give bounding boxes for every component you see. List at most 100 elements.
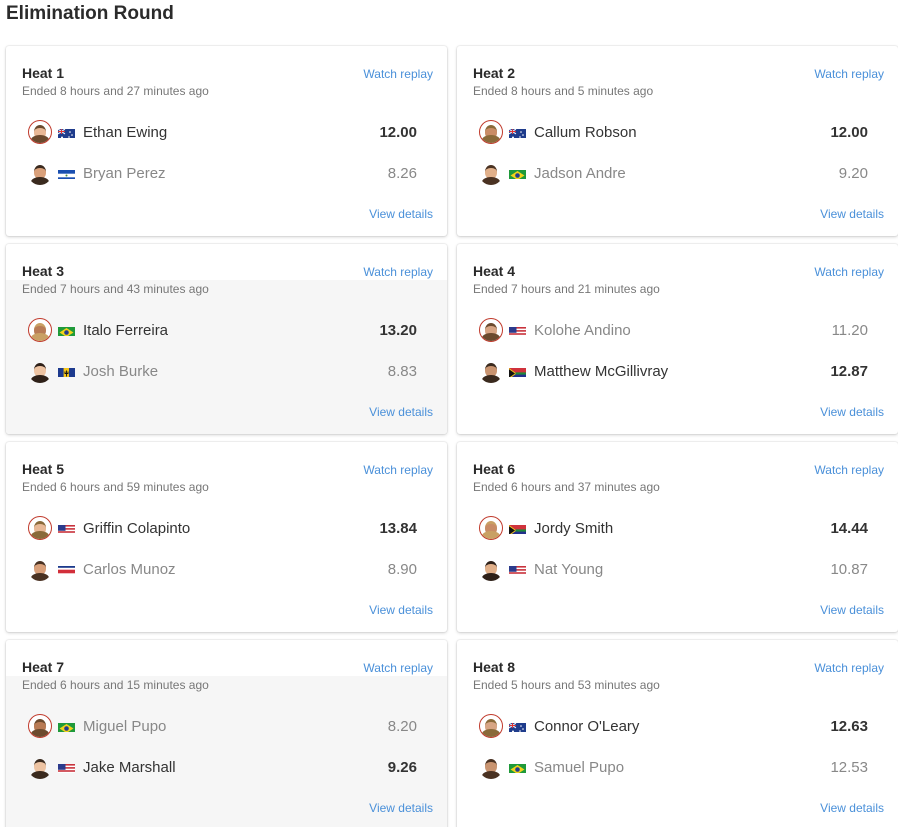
heat-ended-time: Ended 8 hours and 27 minutes ago	[22, 84, 209, 98]
costa-rica-flag	[58, 564, 75, 575]
heat-header: Heat 8 Ended 5 hours and 53 minutes ago	[473, 659, 660, 692]
heat-card: Heat 1 Ended 8 hours and 27 minutes ago …	[6, 46, 447, 236]
heat-header: Heat 4 Ended 7 hours and 21 minutes ago	[473, 263, 660, 296]
surfer-row[interactable]: Jake Marshall 9.26	[28, 753, 417, 781]
watch-replay-link[interactable]: Watch replay	[363, 265, 433, 279]
south-africa-flag	[509, 366, 526, 377]
view-details-link[interactable]: View details	[369, 405, 433, 419]
surfer-score: 12.00	[830, 123, 868, 141]
el-salvador-flag	[58, 168, 75, 179]
australia-flag	[509, 127, 526, 138]
watch-replay-link[interactable]: Watch replay	[363, 67, 433, 81]
surfer-score: 9.20	[838, 164, 868, 182]
surfer-score: 12.00	[379, 123, 417, 141]
surfer-name: Connor O'Leary	[534, 717, 640, 735]
surfer-row[interactable]: Kolohe Andino 11.20	[479, 316, 868, 344]
avatar	[479, 755, 503, 779]
watch-replay-link[interactable]: Watch replay	[814, 265, 884, 279]
surfer-row[interactable]: Matthew McGillivray 12.87	[479, 357, 868, 385]
surfer-row[interactable]: Italo Ferreira 13.20	[28, 316, 417, 344]
avatar	[28, 516, 52, 540]
south-africa-flag	[509, 523, 526, 534]
heat-header: Heat 6 Ended 6 hours and 37 minutes ago	[473, 461, 660, 494]
surfer-name: Jadson Andre	[534, 164, 626, 182]
brazil-flag	[509, 168, 526, 179]
surfer-name: Bryan Perez	[83, 164, 166, 182]
australia-flag	[509, 721, 526, 732]
heat-ended-time: Ended 7 hours and 43 minutes ago	[22, 282, 209, 296]
surfer-name: Nat Young	[534, 560, 604, 578]
surfer-name: Matthew McGillivray	[534, 362, 669, 380]
watch-replay-link[interactable]: Watch replay	[363, 463, 433, 477]
watch-replay-link[interactable]: Watch replay	[814, 67, 884, 81]
view-details-link[interactable]: View details	[820, 405, 884, 419]
avatar	[479, 120, 503, 144]
avatar	[28, 161, 52, 185]
watch-replay-link[interactable]: Watch replay	[814, 463, 884, 477]
heat-card: Heat 5 Ended 6 hours and 59 minutes ago …	[6, 442, 447, 632]
avatar	[28, 318, 52, 342]
heat-ended-time: Ended 6 hours and 15 minutes ago	[22, 678, 209, 692]
view-details-link[interactable]: View details	[820, 801, 884, 815]
surfer-row[interactable]: Miguel Pupo 8.20	[28, 712, 417, 740]
surfer-name: Jordy Smith	[534, 519, 614, 537]
usa-flag	[509, 564, 526, 575]
surfer-score: 9.26	[387, 758, 417, 776]
surfer-row[interactable]: Ethan Ewing 12.00	[28, 118, 417, 146]
surfer-score: 8.20	[387, 717, 417, 735]
surfer-row[interactable]: Samuel Pupo 12.53	[479, 753, 868, 781]
watch-replay-link[interactable]: Watch replay	[363, 661, 433, 675]
heat-header: Heat 7 Ended 6 hours and 15 minutes ago	[22, 659, 209, 692]
heat-ended-time: Ended 6 hours and 59 minutes ago	[22, 480, 209, 494]
surfer-row[interactable]: Griffin Colapinto 13.84	[28, 514, 417, 542]
surfer-score: 8.26	[387, 164, 417, 182]
heat-title: Heat 2	[473, 65, 516, 81]
heat-title: Heat 1	[22, 65, 65, 81]
avatar	[479, 557, 503, 581]
surfer-score: 11.20	[831, 321, 868, 339]
heat-ended-time: Ended 8 hours and 5 minutes ago	[473, 84, 654, 98]
heat-header: Heat 1 Ended 8 hours and 27 minutes ago	[22, 65, 209, 98]
surfer-row[interactable]: Nat Young 10.87	[479, 555, 868, 583]
surfer-name: Kolohe Andino	[534, 321, 631, 339]
view-details-link[interactable]: View details	[369, 603, 433, 617]
heat-ended-time: Ended 6 hours and 37 minutes ago	[473, 480, 660, 494]
surfer-name: Jake Marshall	[83, 758, 176, 776]
heat-title: Heat 5	[22, 461, 65, 477]
surfer-row[interactable]: Callum Robson 12.00	[479, 118, 868, 146]
heat-card: Heat 3 Ended 7 hours and 43 minutes ago …	[6, 244, 447, 434]
surfer-score: 10.87	[830, 560, 868, 578]
heat-header: Heat 3 Ended 7 hours and 43 minutes ago	[22, 263, 209, 296]
surfer-row[interactable]: Bryan Perez 8.26	[28, 159, 417, 187]
heat-header: Heat 2 Ended 8 hours and 5 minutes ago	[473, 65, 653, 98]
avatar	[28, 120, 52, 144]
heat-card: Heat 6 Ended 6 hours and 37 minutes ago …	[457, 442, 898, 632]
usa-flag	[58, 523, 75, 534]
view-details-link[interactable]: View details	[820, 603, 884, 617]
heat-card: Heat 4 Ended 7 hours and 21 minutes ago …	[457, 244, 898, 434]
surfer-row[interactable]: Josh Burke 8.83	[28, 357, 417, 385]
brazil-flag	[58, 325, 75, 336]
surfer-name: Griffin Colapinto	[83, 519, 191, 537]
barbados-flag	[58, 366, 75, 377]
surfer-row[interactable]: Jadson Andre 9.20	[479, 159, 868, 187]
watch-replay-link[interactable]: Watch replay	[814, 661, 884, 675]
view-details-link[interactable]: View details	[369, 207, 433, 221]
avatar	[479, 714, 503, 738]
surfer-name: Samuel Pupo	[534, 758, 625, 776]
heat-title: Heat 3	[22, 263, 65, 279]
view-details-link[interactable]: View details	[369, 801, 433, 815]
avatar	[479, 318, 503, 342]
surfer-row[interactable]: Carlos Munoz 8.90	[28, 555, 417, 583]
surfer-row[interactable]: Jordy Smith 14.44	[479, 514, 868, 542]
surfer-score: 13.20	[379, 321, 417, 339]
surfer-name: Carlos Munoz	[83, 560, 176, 578]
avatar	[479, 359, 503, 383]
heat-card: Heat 2 Ended 8 hours and 5 minutes ago W…	[457, 46, 898, 236]
heat-card: Heat 7 Ended 6 hours and 15 minutes ago …	[6, 640, 447, 827]
surfer-row[interactable]: Connor O'Leary 12.63	[479, 712, 868, 740]
surfer-score: 12.53	[830, 758, 868, 776]
view-details-link[interactable]: View details	[820, 207, 884, 221]
australia-flag	[58, 127, 75, 138]
surfer-score: 8.83	[387, 362, 417, 380]
